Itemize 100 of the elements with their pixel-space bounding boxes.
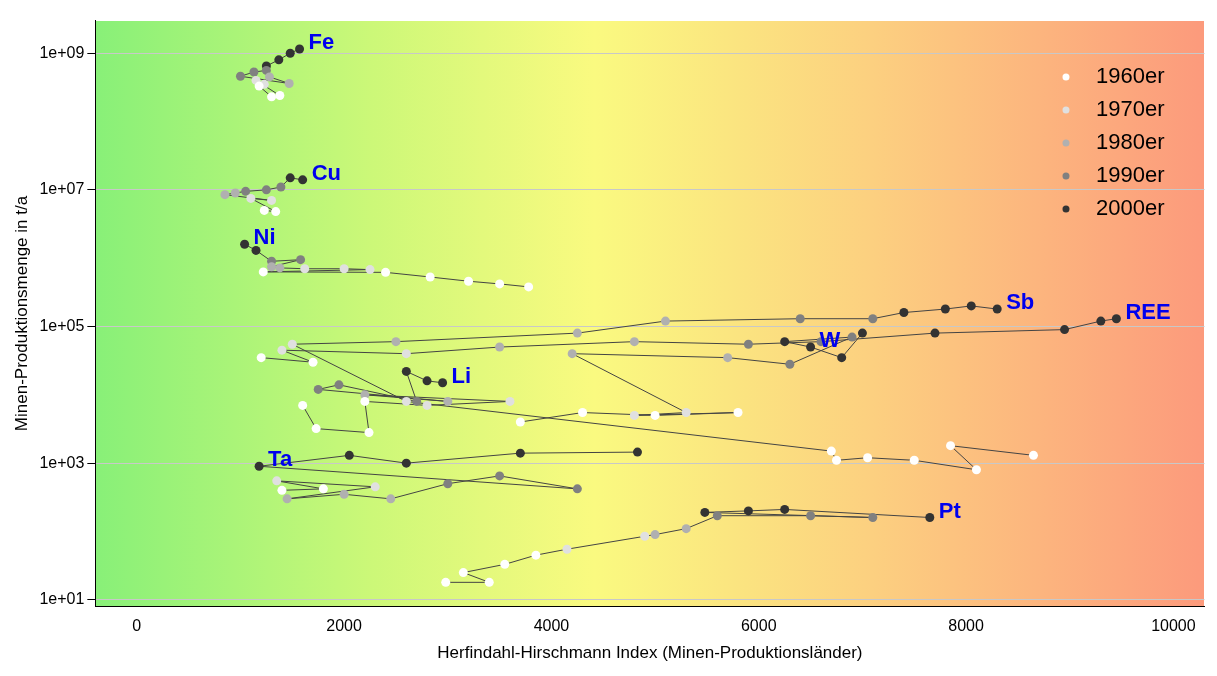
point bbox=[743, 506, 753, 516]
point bbox=[259, 205, 269, 215]
x-tick-label: 6000 bbox=[740, 617, 777, 635]
point bbox=[632, 447, 642, 457]
point bbox=[660, 316, 670, 326]
point bbox=[344, 450, 354, 460]
point bbox=[300, 264, 310, 274]
point bbox=[401, 366, 411, 376]
point bbox=[700, 507, 710, 517]
point bbox=[562, 544, 572, 554]
point bbox=[806, 511, 816, 521]
annotation: Ta bbox=[268, 446, 293, 472]
point bbox=[401, 458, 411, 468]
point bbox=[267, 262, 277, 272]
point bbox=[863, 453, 873, 463]
point bbox=[364, 428, 374, 438]
point bbox=[629, 410, 639, 420]
point bbox=[925, 513, 935, 523]
x-tick-label: 10000 bbox=[1151, 617, 1196, 635]
x-tick-label: 8000 bbox=[948, 617, 984, 635]
annotation: W bbox=[819, 327, 841, 353]
point bbox=[785, 359, 795, 369]
point bbox=[275, 263, 285, 273]
point bbox=[515, 417, 525, 427]
point bbox=[712, 511, 722, 521]
point bbox=[578, 408, 588, 418]
point bbox=[505, 396, 515, 406]
point bbox=[971, 465, 981, 475]
point bbox=[235, 71, 245, 81]
point bbox=[241, 186, 251, 196]
point bbox=[412, 396, 422, 406]
point bbox=[909, 455, 919, 465]
point bbox=[832, 455, 842, 465]
point bbox=[806, 342, 816, 352]
point bbox=[495, 342, 505, 352]
point bbox=[441, 577, 451, 587]
point bbox=[311, 424, 321, 434]
point bbox=[847, 332, 857, 342]
point bbox=[230, 188, 240, 198]
point bbox=[484, 577, 494, 587]
legend-label: 1960er bbox=[1096, 63, 1165, 89]
point bbox=[258, 267, 268, 277]
point bbox=[261, 65, 271, 75]
point bbox=[930, 328, 940, 338]
point bbox=[256, 353, 266, 363]
point bbox=[295, 44, 305, 54]
point bbox=[401, 349, 411, 359]
point bbox=[422, 376, 432, 386]
point bbox=[339, 264, 349, 274]
y-tick-label: 1e+03 bbox=[39, 453, 85, 471]
legend-label: 2000er bbox=[1096, 195, 1165, 221]
point bbox=[318, 484, 328, 494]
x-tick-label: 2000 bbox=[326, 617, 363, 635]
point bbox=[425, 272, 435, 282]
point bbox=[264, 72, 274, 82]
point bbox=[339, 489, 349, 499]
point bbox=[500, 559, 510, 569]
point bbox=[443, 396, 453, 406]
point bbox=[438, 378, 448, 388]
point bbox=[495, 471, 505, 481]
point bbox=[240, 239, 250, 249]
point bbox=[650, 410, 660, 420]
point bbox=[261, 185, 271, 195]
point bbox=[464, 276, 474, 286]
annotation: Cu bbox=[311, 159, 341, 185]
point bbox=[274, 55, 284, 65]
point bbox=[681, 408, 691, 418]
point bbox=[567, 349, 577, 359]
point bbox=[868, 314, 878, 324]
point bbox=[640, 531, 650, 541]
point bbox=[531, 550, 541, 560]
point bbox=[298, 175, 308, 185]
point bbox=[277, 485, 287, 495]
point bbox=[285, 173, 295, 183]
point bbox=[296, 255, 306, 265]
point bbox=[443, 479, 453, 489]
point bbox=[1111, 314, 1121, 324]
point bbox=[1028, 450, 1038, 460]
point bbox=[272, 476, 282, 486]
point bbox=[254, 461, 264, 471]
point bbox=[360, 396, 370, 406]
legend-label: 1980er bbox=[1096, 129, 1165, 155]
point bbox=[249, 67, 259, 77]
point bbox=[899, 308, 909, 318]
point bbox=[285, 48, 295, 58]
point bbox=[515, 448, 525, 458]
point bbox=[868, 513, 878, 523]
point bbox=[650, 530, 660, 540]
point bbox=[857, 328, 867, 338]
point bbox=[401, 396, 411, 406]
point bbox=[277, 345, 287, 355]
point bbox=[251, 245, 261, 255]
point bbox=[681, 524, 691, 534]
point bbox=[1060, 325, 1070, 335]
point bbox=[826, 446, 836, 456]
point bbox=[1096, 316, 1106, 326]
point bbox=[313, 384, 323, 394]
point bbox=[524, 282, 534, 292]
legend-label: 1970er bbox=[1096, 96, 1165, 122]
annotation: Li bbox=[451, 362, 472, 388]
